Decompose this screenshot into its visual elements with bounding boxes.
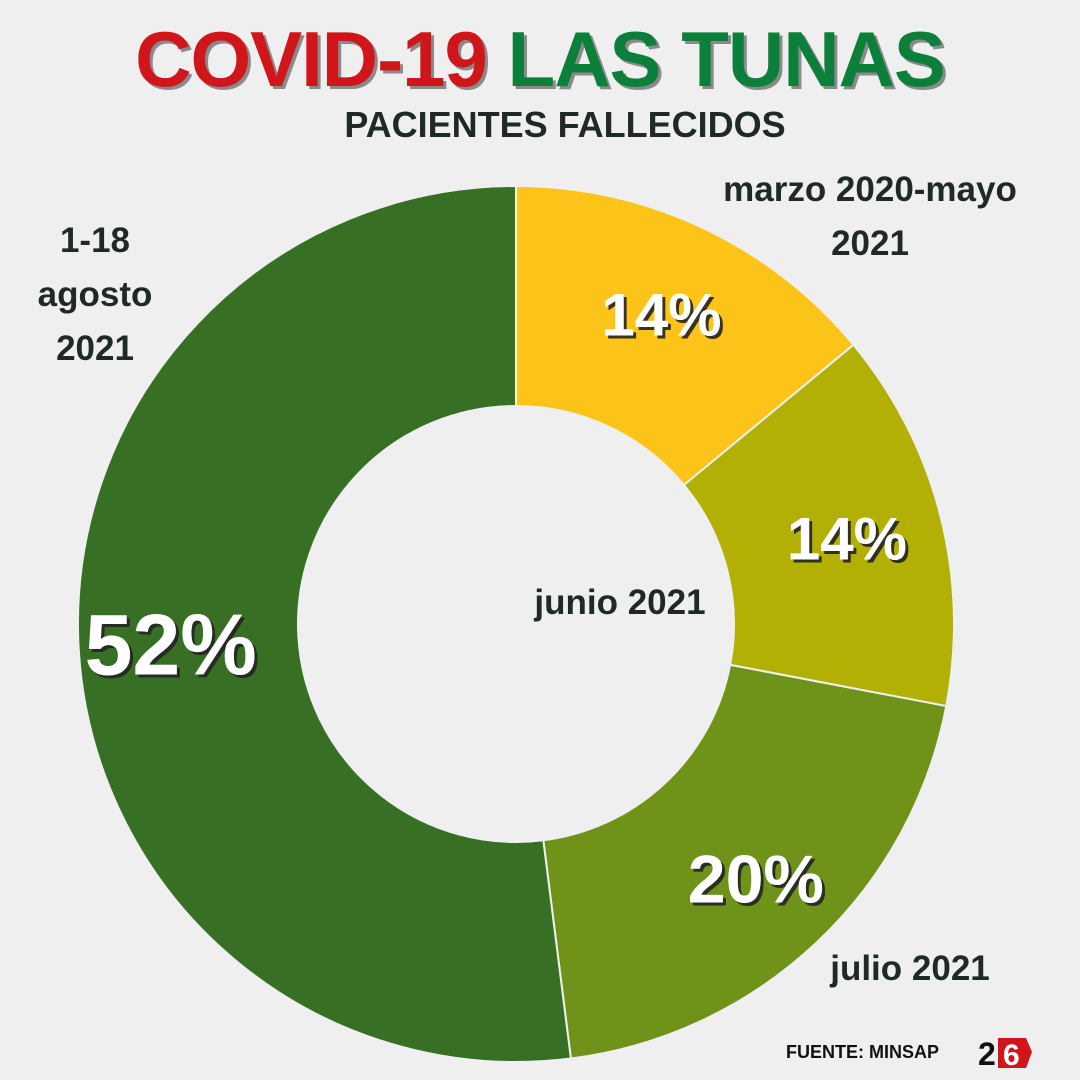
value-label-junio: 14% xyxy=(787,506,907,573)
category-label-marzo-line1: marzo 2020-mayo xyxy=(723,170,1017,209)
chart-subtitle: PACIENTES FALLECIDOS xyxy=(344,104,786,145)
category-label-agosto-line2: agosto xyxy=(37,275,153,314)
category-label-junio: junio 2021 xyxy=(534,583,706,622)
title-covid: COVID-19 xyxy=(135,15,488,103)
source-note: FUENTE: MINSAP xyxy=(786,1042,939,1062)
chart-title: COVID-19 LAS TUNAS xyxy=(0,14,1080,105)
logo-26-icon: 2 6 xyxy=(978,1036,1032,1070)
svg-text:2: 2 xyxy=(978,1036,996,1070)
category-label-agosto-line3: 2021 xyxy=(56,329,134,368)
slice-marzo xyxy=(515,184,855,487)
slice-agosto xyxy=(77,184,573,1063)
category-label-julio: julio 2021 xyxy=(830,949,990,988)
category-label-marzo-line2: 2021 xyxy=(831,224,909,263)
value-label-marzo: 14% xyxy=(601,281,721,348)
value-label-agosto: 52% xyxy=(85,598,257,694)
value-label-julio: 20% xyxy=(688,841,824,917)
category-label-agosto: 1-18 agosto 2021 xyxy=(30,214,160,376)
slice-julio xyxy=(542,663,948,1060)
category-label-agosto-line1: 1-18 xyxy=(59,221,131,260)
slice-junio xyxy=(682,343,955,708)
svg-text:6: 6 xyxy=(1003,1039,1020,1070)
category-label-marzo: marzo 2020-mayo 2021 xyxy=(700,163,1040,271)
title-las-tunas: LAS TUNAS xyxy=(507,15,946,103)
